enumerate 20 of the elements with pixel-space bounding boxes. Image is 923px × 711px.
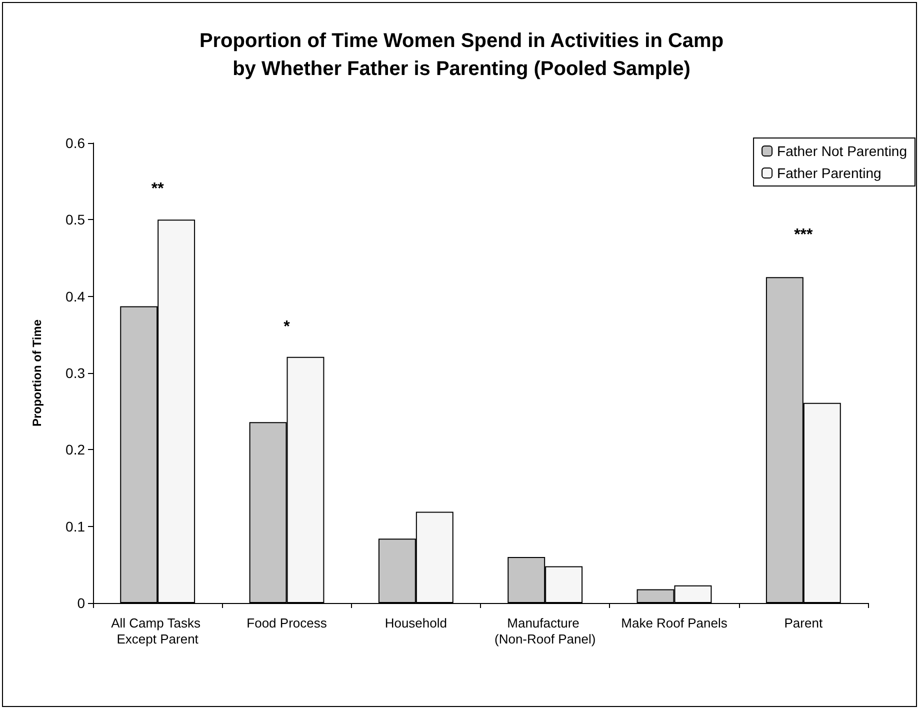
annotation: **	[151, 180, 165, 198]
x-tick-label: Household	[384, 616, 447, 630]
legend-label: Father Not Parenting	[777, 143, 908, 159]
annotation: ***	[794, 226, 814, 244]
x-tick-label: Make Roof Panels	[621, 616, 728, 630]
y-tick-label: 0.5	[66, 212, 86, 228]
y-axis-title: Proportion of Time	[30, 319, 44, 427]
annotation: *	[284, 318, 291, 336]
x-tick-label: Parent	[784, 616, 823, 630]
x-tick-label: All Camp Tasks Except Parent	[111, 616, 204, 646]
chart-title: Proportion of Time Women Spend in Activities in Camp by Whether Father is Parenting (Pooled Sample)	[199, 30, 724, 80]
x-tick-label: Food Process	[246, 616, 328, 630]
y-tick-label: 0	[77, 595, 86, 611]
y-tick-label: 0.1	[66, 518, 86, 534]
y-tick-label: 0.2	[66, 442, 86, 458]
y-tick-label: 0.3	[66, 365, 86, 381]
y-tick-label: 0.6	[66, 135, 86, 151]
x-tick-label: Manufacture (Non-Roof Panel)	[494, 616, 596, 646]
y-tick-label: 0.4	[66, 288, 86, 304]
legend-label: Father Parenting	[777, 165, 882, 181]
